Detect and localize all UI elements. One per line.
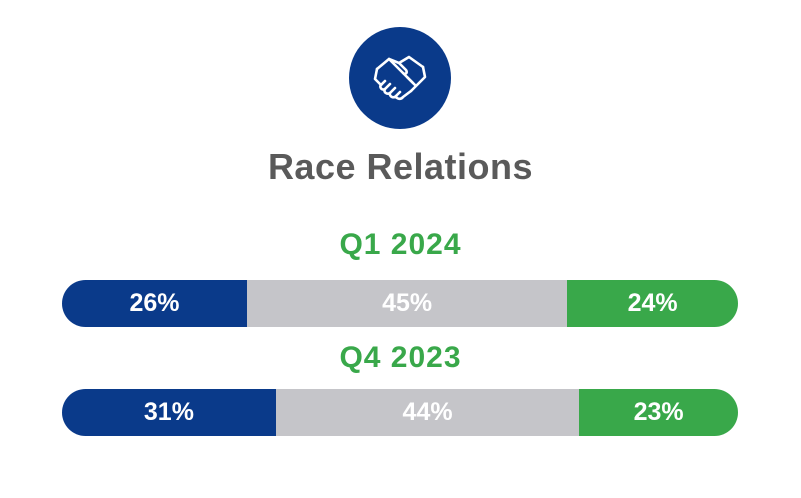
stacked-bar: 26% 45% 24% <box>62 280 738 327</box>
bar-segment: 24% <box>567 280 738 327</box>
bar-segment: 44% <box>275 389 580 436</box>
handshake-icon <box>373 55 427 101</box>
bar-segment: 45% <box>247 280 568 327</box>
chart-title: Race Relations <box>267 146 534 187</box>
stacked-bar: 31% 44% 23% <box>62 389 738 436</box>
bar-segment: 26% <box>62 280 247 327</box>
period-label: Q4 2023 <box>339 341 462 374</box>
handshake-icon-badge <box>349 27 451 129</box>
period-label: Q1 2024 <box>339 228 462 261</box>
bar-segment: 23% <box>579 389 738 436</box>
bar-segment: 31% <box>62 389 276 436</box>
